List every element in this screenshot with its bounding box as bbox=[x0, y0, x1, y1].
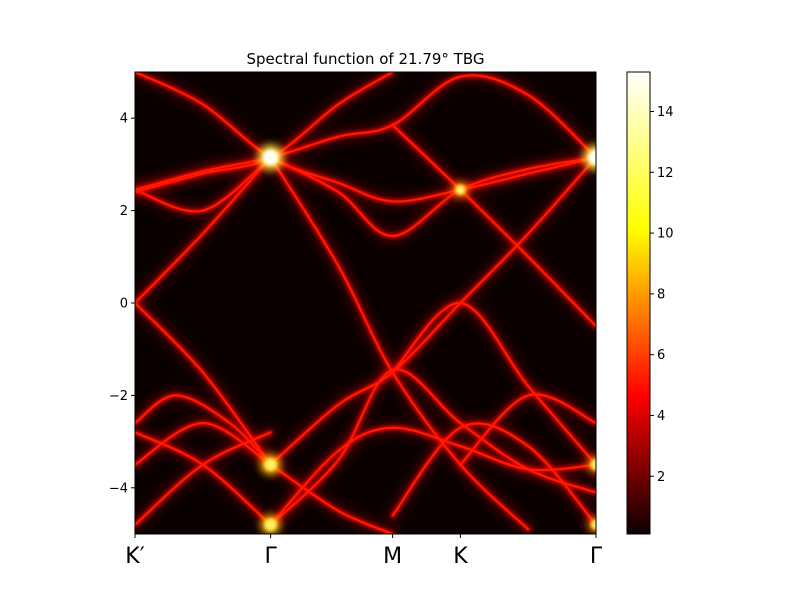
colorbar-tick-label: 12 bbox=[657, 166, 674, 181]
y-axis: −4 −2 0 2 4 bbox=[109, 112, 135, 496]
hotspot-2 bbox=[264, 458, 277, 472]
band-b7 bbox=[135, 156, 272, 305]
hotspot-5 bbox=[455, 184, 466, 195]
chart-title: Spectral function of 21.79° TBG bbox=[247, 50, 485, 68]
hotspot-4 bbox=[590, 459, 596, 471]
band-b20 bbox=[269, 368, 596, 526]
heatmap-area bbox=[135, 72, 596, 534]
band-b16 bbox=[269, 463, 394, 534]
colorbar-tick-label: 2 bbox=[657, 470, 665, 485]
hotspot-3 bbox=[264, 518, 277, 531]
y-tick-label: −2 bbox=[109, 389, 128, 404]
y-tick-label: 2 bbox=[120, 204, 128, 219]
colorbar-tick-label: 10 bbox=[657, 227, 674, 242]
band-b11 bbox=[391, 301, 596, 466]
y-tick-label: 0 bbox=[120, 297, 128, 312]
band-b6 bbox=[391, 124, 596, 328]
x-tick-label: M bbox=[383, 544, 402, 569]
band-b18 bbox=[391, 422, 596, 526]
band-b13 bbox=[135, 421, 272, 466]
x-tick-label: K bbox=[453, 544, 468, 569]
band-b1 bbox=[135, 72, 596, 203]
colorbar: 2 4 6 8 10 12 14 bbox=[626, 71, 674, 535]
x-tick-label: Γ bbox=[590, 544, 603, 569]
colorbar-tick-label: 6 bbox=[657, 348, 665, 363]
y-tick-label: −4 bbox=[109, 481, 128, 496]
band-b12 bbox=[135, 394, 272, 466]
x-tick-label: Γ bbox=[264, 544, 277, 569]
band-b10 bbox=[269, 156, 596, 466]
band-b17 bbox=[269, 426, 596, 526]
band-b15 bbox=[135, 431, 272, 526]
y-tick-label: 4 bbox=[120, 112, 128, 127]
hotspot-1 bbox=[588, 149, 596, 166]
colorbar-tick-label: 14 bbox=[657, 105, 674, 120]
colorbar-tick-label: 4 bbox=[657, 409, 665, 424]
x-axis: K′ Γ M K Γ bbox=[125, 534, 603, 569]
band-b4 bbox=[269, 156, 596, 238]
colorbar-frame bbox=[626, 71, 651, 535]
colorbar-tick-label: 8 bbox=[657, 287, 665, 302]
band-b8 bbox=[135, 301, 272, 466]
band-b5 bbox=[135, 156, 272, 213]
band-b19 bbox=[459, 393, 596, 466]
hotspot-6 bbox=[590, 519, 596, 530]
hotspot-0 bbox=[262, 149, 279, 166]
band-b2 bbox=[135, 74, 596, 191]
colorbar-gradient bbox=[627, 72, 650, 534]
x-tick-label: K′ bbox=[125, 544, 144, 569]
